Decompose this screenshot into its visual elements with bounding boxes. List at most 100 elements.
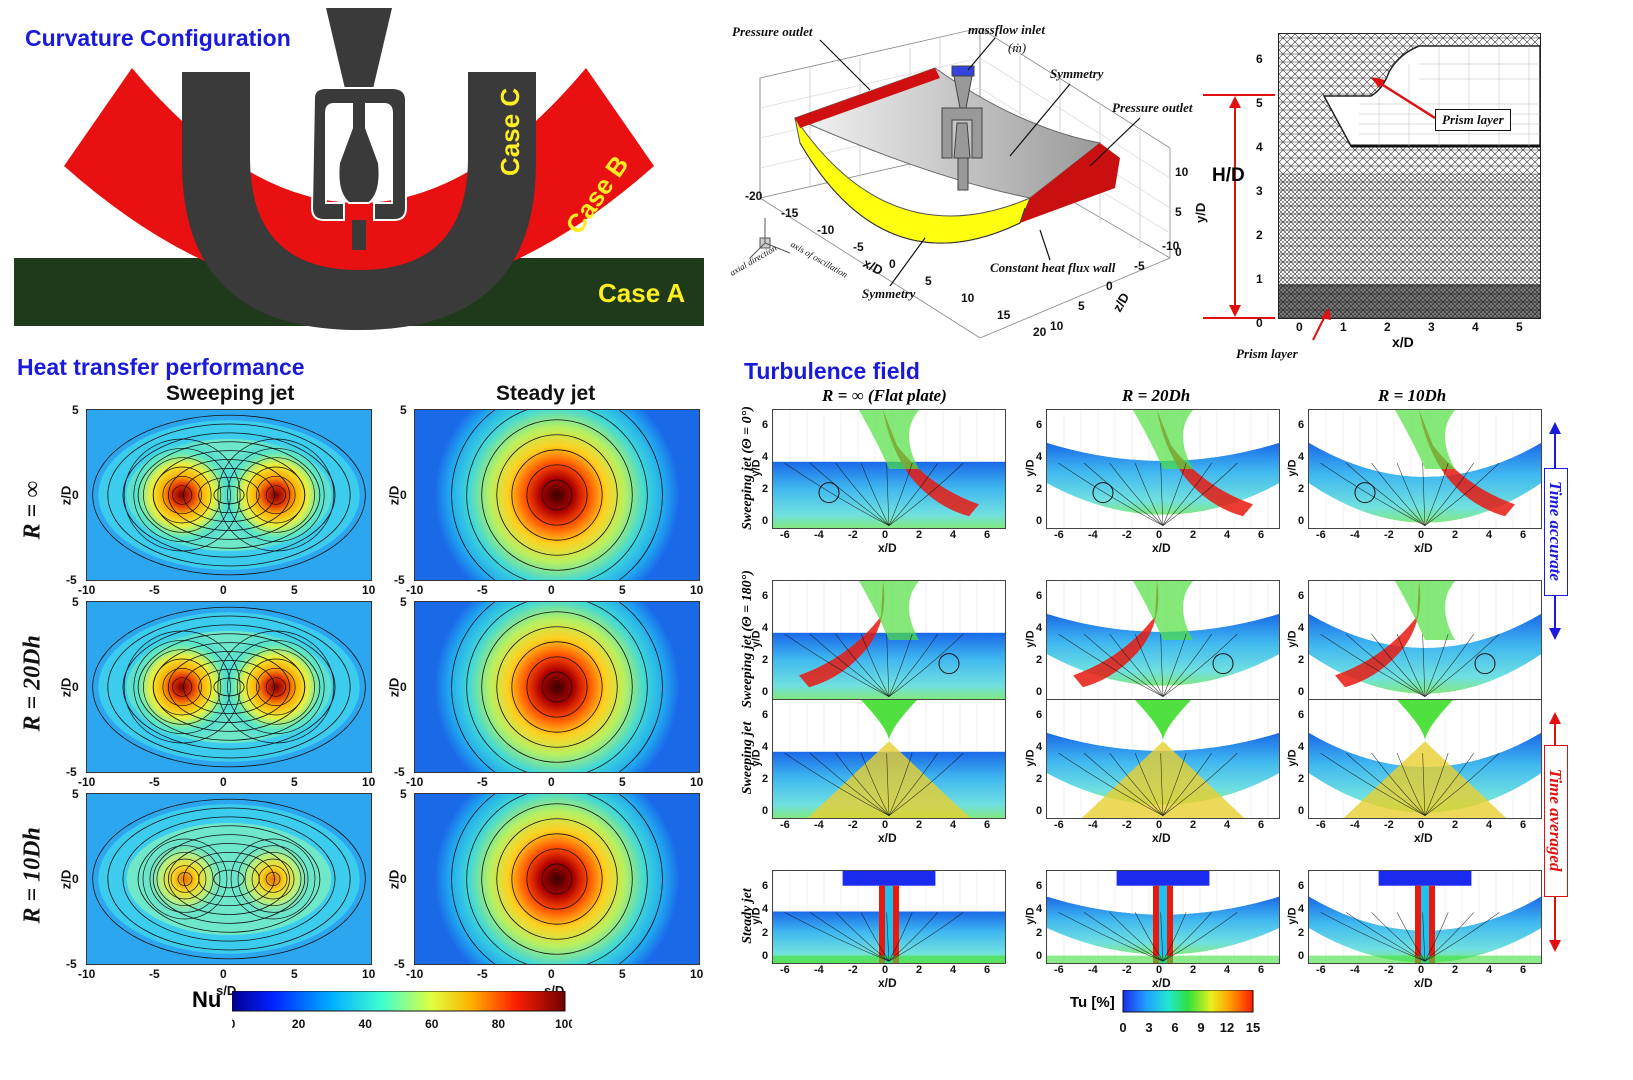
tu-x-tick: -4: [814, 529, 824, 541]
tu-y-tick: 2: [1036, 926, 1043, 939]
nu-map-steady: [414, 601, 700, 773]
tu-colorbar-label: Tu [%]: [1070, 994, 1115, 1011]
nu-colorbar-label: Nu: [192, 987, 222, 1012]
tu-x-tick: -2: [1122, 529, 1132, 541]
tu-y-tick: 0: [1036, 686, 1043, 698]
mesh-y-tick: 4: [1256, 140, 1263, 154]
tu-x-tick: -2: [848, 819, 858, 831]
tu-field-panel: [1308, 870, 1542, 964]
ht-x-tick: 5: [291, 583, 298, 597]
ht-y-tick: -5: [394, 573, 405, 587]
ht-y-tick: 5: [72, 787, 79, 801]
nozzle-body: [326, 8, 392, 93]
svg-text:x/D: x/D: [861, 255, 886, 278]
massflow-inlet-label: massflow inlet: [968, 22, 1045, 37]
tu-x-tick: -2: [1384, 529, 1394, 541]
x-tick: 0: [889, 257, 896, 271]
ht-x-tick: 10: [362, 583, 376, 597]
ht-x-tick: 10: [362, 775, 376, 789]
tu-x-tick: 4: [1224, 529, 1231, 541]
tu-x-tick: 0: [1418, 529, 1425, 541]
ht-x-tick: 10: [690, 583, 704, 597]
tu-x-tick: 6: [1258, 819, 1265, 831]
tu-x-tick: -2: [1122, 819, 1132, 831]
ht-x-tick: -10: [406, 967, 424, 981]
ht-y-tick: 0: [400, 488, 407, 502]
tu-x-tick: -6: [780, 964, 790, 976]
mesh-y-tick: 2: [1256, 228, 1263, 242]
tu-y-tick: 0: [1298, 805, 1305, 817]
tu-field-panel: [772, 580, 1006, 700]
tu-x-tick: -2: [848, 529, 858, 541]
prism-layer-bottom-label: Prism layer: [1236, 346, 1298, 361]
tu-x-tick: 6: [1520, 964, 1527, 976]
ht-x-tick: -10: [78, 967, 96, 981]
tu-x-tick: 2: [1190, 964, 1197, 976]
mesh-x-tick: 4: [1472, 320, 1479, 334]
tu-y-tick: 2: [1298, 773, 1305, 785]
ht-y-tick: 5: [400, 787, 407, 801]
ht-xlabel: s/D: [216, 983, 237, 998]
tu-y-tick: 6: [762, 880, 769, 892]
tu-x-tick: -4: [1350, 819, 1360, 831]
tu-x-tick: 0: [1156, 964, 1163, 976]
tu-ylabel: y/D: [1286, 630, 1299, 648]
tu-x-tick: -6: [1054, 529, 1064, 541]
tu-y-tick: 0: [1298, 950, 1305, 962]
tu-x-tick: 6: [1520, 529, 1527, 541]
tu-xlabel: x/D: [878, 976, 897, 990]
ht-row-label: R = 10Dh: [19, 827, 46, 924]
y-tick: 5: [1175, 205, 1182, 219]
y-tick: 0: [1175, 245, 1182, 259]
nu-map-sweeping: [86, 793, 372, 965]
tu-x-tick: -6: [1054, 964, 1064, 976]
ht-x-tick: -10: [406, 775, 424, 789]
ht-x-tick: 5: [619, 775, 626, 789]
pressure-outlet-left: [795, 68, 940, 128]
tu-y-tick: 6: [762, 590, 769, 602]
tu-field-panel: [1308, 699, 1542, 819]
tu-x-tick: 0: [882, 964, 889, 976]
ht-x-tick: 5: [291, 967, 298, 981]
col-flat-plate: R = ∞ (Flat plate): [822, 386, 947, 405]
ht-row-label: R = ∞: [19, 480, 46, 540]
tu-x-tick: -2: [1384, 819, 1394, 831]
time-accurate-box: [1544, 468, 1568, 596]
tu-x-tick: 6: [1520, 819, 1527, 831]
tu-ylabel: y/D: [1024, 459, 1037, 477]
tu-xlabel: x/D: [878, 831, 897, 845]
tu-x-tick: 6: [984, 529, 991, 541]
pressure-outlet-right-label: Pressure outlet: [1112, 100, 1193, 115]
svg-text:axial direction: axial direction: [728, 243, 779, 278]
tu-y-tick: 6: [1036, 709, 1043, 721]
col-r20: R = 20Dh: [1122, 386, 1191, 405]
tu-y-tick: 4: [1298, 903, 1305, 916]
tu-y-tick: 6: [1298, 709, 1305, 721]
mesh-x-tick: 2: [1384, 320, 1391, 334]
tu-x-tick: 0: [1418, 819, 1425, 831]
tu-x-tick: 4: [1486, 819, 1493, 831]
tu-y-tick: 2: [1036, 483, 1043, 495]
tu-ylabel: y/D: [1286, 749, 1299, 767]
ht-y-tick: 5: [72, 403, 79, 417]
nu-tick: 0: [232, 1017, 236, 1031]
tu-x-tick: 6: [984, 819, 991, 831]
tu-x-tick: 0: [1156, 529, 1163, 541]
ht-row-label: R = 20Dh: [19, 635, 46, 732]
tu-y-tick: 0: [1298, 515, 1305, 527]
ht-y-tick: 5: [400, 595, 407, 609]
tu-x-tick: 6: [1258, 964, 1265, 976]
tu-x-tick: -4: [814, 964, 824, 976]
mesh-x-label: x/D: [1392, 334, 1414, 350]
tu-x-tick: 0: [882, 819, 889, 831]
ht-x-tick: 10: [690, 967, 704, 981]
prism-layer-top-label: Prism layer: [1442, 112, 1504, 127]
tu-x-tick: 0: [1418, 964, 1425, 976]
x-tick: 5: [925, 274, 932, 288]
tu-x-tick: -6: [1316, 819, 1326, 831]
nu-map-sweeping: [86, 601, 372, 773]
case-c-curve: [182, 72, 536, 330]
nu-tick: 60: [425, 1017, 439, 1031]
tu-x-tick: -6: [780, 819, 790, 831]
tu-xlabel: x/D: [1414, 541, 1433, 555]
